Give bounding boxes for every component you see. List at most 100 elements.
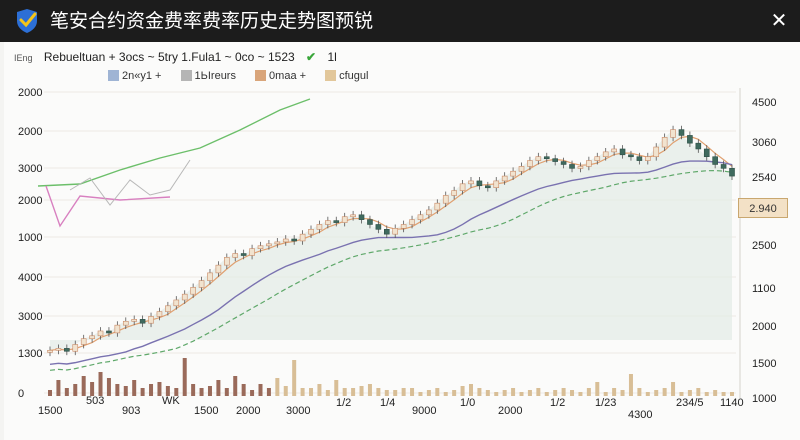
candle-body	[156, 311, 163, 317]
volume-bar	[250, 390, 255, 396]
app-logo-icon	[17, 9, 37, 33]
volume-bar	[384, 390, 389, 396]
volume-bar	[258, 384, 263, 396]
volume-bar	[73, 384, 78, 396]
candle-body	[55, 348, 62, 351]
close-button[interactable]: ✕	[770, 10, 788, 32]
candle-body	[468, 180, 474, 185]
legend-swatch	[108, 70, 119, 81]
volume-bar	[98, 372, 103, 396]
ma-line-purple	[49, 160, 733, 366]
volume-bar	[165, 386, 170, 396]
right-axis-tick-label: 2500	[752, 240, 776, 252]
info-bar: IEng Rebueltuan + 3ocs ~ 5try 1.Fula1 ~ …	[14, 50, 345, 64]
candle-body	[628, 154, 634, 158]
legend-item[interactable]: 0maa +	[255, 70, 306, 82]
candle-body	[712, 156, 718, 165]
indicator-lines	[37, 98, 733, 371]
volume-bar	[174, 388, 179, 396]
legend-item[interactable]: 1ЬIreurs	[180, 70, 236, 82]
candle-body	[64, 348, 70, 352]
volume-bar	[544, 392, 549, 396]
volume-bar	[351, 388, 356, 396]
candle-body	[476, 180, 483, 187]
legend: 2n«y1 + 1ЬIreurs 0maa + cfugul	[108, 70, 384, 82]
legend-swatch	[325, 70, 337, 81]
x-axis-tick-label: 4300	[628, 409, 652, 421]
volume-bar	[671, 382, 676, 396]
candle-body	[661, 137, 668, 148]
volume-bar	[149, 384, 154, 396]
volume-bar	[376, 388, 381, 396]
right-axis-tick-label: 2000	[752, 321, 776, 333]
overlay-line-gray	[69, 159, 191, 206]
x-axis-tick-label: 234/5	[676, 397, 704, 409]
candle-body	[619, 148, 626, 156]
volume-bar	[81, 376, 86, 396]
x-axis-tick-label: 9000	[412, 405, 436, 417]
x-axis-tick-label: 1500	[194, 405, 218, 417]
candle-body	[426, 209, 432, 216]
right-axis-tick-label: 1500	[752, 358, 776, 370]
legend-item[interactable]: cfugul	[325, 70, 368, 82]
volume-bar	[199, 388, 204, 396]
candle-body	[207, 272, 213, 281]
volume-bar	[654, 390, 659, 396]
left-tag: IEng	[14, 53, 33, 63]
candle-body	[678, 129, 685, 136]
candle-body	[653, 146, 660, 158]
volume-bar	[502, 390, 507, 396]
x-axis-tick-label: 1/23	[595, 397, 616, 409]
volume-bar	[56, 380, 61, 396]
x-axis-tick-label: WK	[162, 395, 180, 407]
volume-bar	[309, 388, 314, 396]
volume-bar	[443, 392, 448, 396]
candle-body	[417, 214, 424, 220]
candle-body	[89, 335, 95, 340]
volume-bar	[342, 388, 347, 396]
legend-label: 1ЬIreurs	[194, 70, 236, 82]
volume-bar	[216, 380, 221, 396]
left-axis-tick-label: 2000	[18, 87, 42, 99]
volume-bar	[477, 388, 482, 396]
candle-body	[266, 243, 272, 247]
candle-body	[316, 224, 323, 230]
volume-bar	[283, 386, 288, 396]
candle-body	[703, 148, 710, 158]
candle-body	[173, 299, 180, 307]
candle-body	[198, 280, 205, 288]
candle-body	[97, 330, 104, 337]
volume-bar	[637, 388, 642, 396]
legend-label: 0maa +	[269, 70, 307, 82]
candle-body	[257, 245, 264, 249]
left-axis-tick-label: 3000	[18, 163, 42, 175]
volume-bar	[48, 390, 52, 396]
candle-body	[358, 214, 365, 220]
volume-bar	[325, 390, 330, 396]
candle-body	[611, 148, 617, 153]
candle-body	[510, 170, 516, 177]
legend-item[interactable]: 2n«y1 +	[108, 70, 161, 82]
x-axis-tick-label: 1500	[38, 405, 62, 417]
volume-bar	[157, 382, 162, 396]
x-axis: 1500 503 903 WK 1500 2000 3000 1/2 1/4 9000 1/0 200…	[38, 395, 744, 421]
candle-body	[139, 319, 146, 324]
legend-label: cfugul	[339, 70, 369, 82]
check-icon: ✔	[306, 50, 317, 64]
candle-body	[72, 344, 79, 352]
volume-bar	[233, 376, 238, 396]
candle-body	[325, 220, 331, 225]
candle-body	[181, 293, 188, 301]
volume-bar	[485, 390, 490, 396]
volume-bar	[612, 388, 617, 396]
volume-bar	[115, 384, 120, 396]
candle-body	[594, 156, 601, 161]
volume-bar	[207, 386, 212, 396]
volume-bar	[418, 392, 423, 396]
volume-bar	[334, 380, 339, 396]
volume-bar	[241, 384, 246, 396]
volume-bar	[224, 388, 229, 396]
candle-body	[224, 257, 230, 266]
volume-bar	[123, 386, 128, 396]
